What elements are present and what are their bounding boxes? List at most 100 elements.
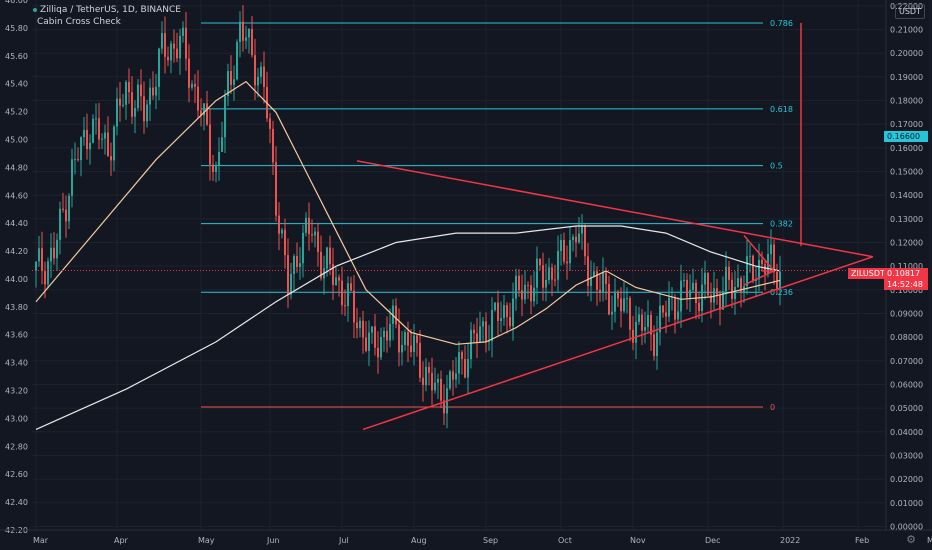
candle-body-35 <box>140 84 142 97</box>
candle-body-9 <box>62 208 64 210</box>
candle-body-108 <box>359 320 361 329</box>
candle-body-163 <box>524 284 526 300</box>
fib-label-0.236: 0.236 <box>770 288 793 297</box>
x-tick-11: Feb <box>855 536 869 545</box>
candle-body-169 <box>542 265 544 288</box>
candle-body-182 <box>581 225 583 234</box>
candle-body-89 <box>302 232 304 264</box>
candle-body-188 <box>599 289 601 292</box>
candle-body-167 <box>536 258 538 288</box>
candle-body-33 <box>134 108 136 117</box>
candle-body-126 <box>413 335 415 353</box>
candle-body-71 <box>248 29 250 38</box>
candle-body-247 <box>776 272 778 289</box>
candle-body-4 <box>47 261 49 285</box>
drawing-4 <box>743 270 775 286</box>
right-tick-0: 0.22000 <box>890 2 923 11</box>
symbol-title: Zilliqa / TetherUS, 1D, BINANCE <box>40 5 181 15</box>
left-tick-10: 44.00 <box>5 275 28 284</box>
candle-body-12 <box>71 159 73 196</box>
candle-body-19 <box>92 118 94 143</box>
candle-body-203 <box>644 327 646 331</box>
candle-body-191 <box>608 283 610 315</box>
candle-body-72 <box>251 29 253 56</box>
left-tick-4: 45.20 <box>5 108 28 117</box>
candle-body-209 <box>662 305 664 313</box>
candle-body-39 <box>152 87 154 96</box>
right-tick-9: 0.13000 <box>890 215 923 224</box>
candle-body-223 <box>704 272 706 285</box>
right-tick-5: 0.17000 <box>890 120 923 129</box>
candle-body-230 <box>725 266 727 292</box>
candle-body-238 <box>749 255 751 257</box>
current-price-tag: 0.10817 <box>884 268 928 279</box>
drawing-1 <box>362 256 874 431</box>
candle-body-117 <box>386 330 388 341</box>
time-axis[interactable]: Mar Apr May Jun Jul Aug Sep Oct Nov Dec 2022 Feb Ma <box>0 529 932 545</box>
candle-body-18 <box>89 142 91 150</box>
fibonacci-retracement[interactable]: 0.786 0.618 0.5 0.382 0.236 0 <box>201 19 793 412</box>
candle-body-134 <box>437 378 439 383</box>
candle-body-221 <box>698 302 700 312</box>
candle-body-10 <box>65 209 67 222</box>
right-price-axis[interactable]: 0.22000 0.21000 0.20000 0.19000 0.18000 0.170… <box>885 0 923 531</box>
candle-body-243 <box>764 264 766 274</box>
candle-body-85 <box>290 273 292 295</box>
candle-body-132 <box>431 372 433 391</box>
fib-label-0: 0 <box>770 403 775 412</box>
candle-body-181 <box>578 233 580 243</box>
candle-body-31 <box>128 81 130 93</box>
candle-body-190 <box>605 272 607 284</box>
candle-body-147 <box>476 333 478 343</box>
candle-body-205 <box>650 314 652 335</box>
trend-drawings[interactable] <box>356 22 874 431</box>
candle-body-38 <box>149 87 151 105</box>
candle-body-75 <box>260 66 262 77</box>
gear-icon[interactable]: ⚙ <box>906 533 916 546</box>
right-tick-1: 0.21000 <box>890 26 923 35</box>
candle-body-58 <box>209 124 211 165</box>
candle-body-91 <box>308 217 310 235</box>
candle-body-157 <box>506 305 508 318</box>
left-tick-17: 42.60 <box>5 470 28 479</box>
x-tick-4: Jul <box>338 536 349 545</box>
symbol-header[interactable]: Zilliqa / TetherUS, 1D, BINANCE <box>33 5 181 15</box>
candle-body-185 <box>590 276 592 286</box>
candle-body-160 <box>515 275 517 299</box>
candle-body-26 <box>113 126 115 161</box>
candle-body-194 <box>617 291 619 299</box>
candle-body-156 <box>503 305 505 319</box>
candle-body-100 <box>335 277 337 285</box>
candle-body-135 <box>440 378 442 401</box>
candle-body-23 <box>104 132 106 139</box>
right-tick-16: 0.06000 <box>890 380 923 389</box>
candle-body-52 <box>191 83 193 88</box>
candle-body-62 <box>221 137 223 152</box>
candle-body-110 <box>365 337 367 351</box>
candle-body-87 <box>296 256 298 267</box>
x-tick-12: Ma <box>927 536 932 545</box>
right-tick-17: 0.05000 <box>890 404 923 413</box>
candle-body-246 <box>773 244 775 273</box>
candle-body-53 <box>194 83 196 87</box>
candle-body-184 <box>587 256 589 286</box>
candle-body-175 <box>560 240 562 252</box>
candle-body-121 <box>398 324 400 353</box>
candle-body-196 <box>623 298 625 312</box>
indicator-label[interactable]: Cabin Cross Check <box>37 17 121 27</box>
candle-body-224 <box>707 272 709 296</box>
candle-body-86 <box>293 256 295 274</box>
drawing-3 <box>743 234 775 272</box>
candle-body-165 <box>530 285 532 302</box>
candle-body-202 <box>641 314 643 331</box>
candle-body-25 <box>110 156 112 161</box>
candle-body-101 <box>338 277 340 281</box>
candle-body-94 <box>317 231 319 252</box>
candle-body-93 <box>314 231 316 236</box>
currency-button[interactable]: USDT <box>895 4 925 19</box>
left-price-axis[interactable]: 46.00 45.80 45.60 45.40 45.20 45.00 44.80 44.60… <box>5 0 28 535</box>
candle-body-123 <box>404 332 406 345</box>
candle-body-0 <box>35 261 37 271</box>
candle-body-206 <box>653 334 655 357</box>
